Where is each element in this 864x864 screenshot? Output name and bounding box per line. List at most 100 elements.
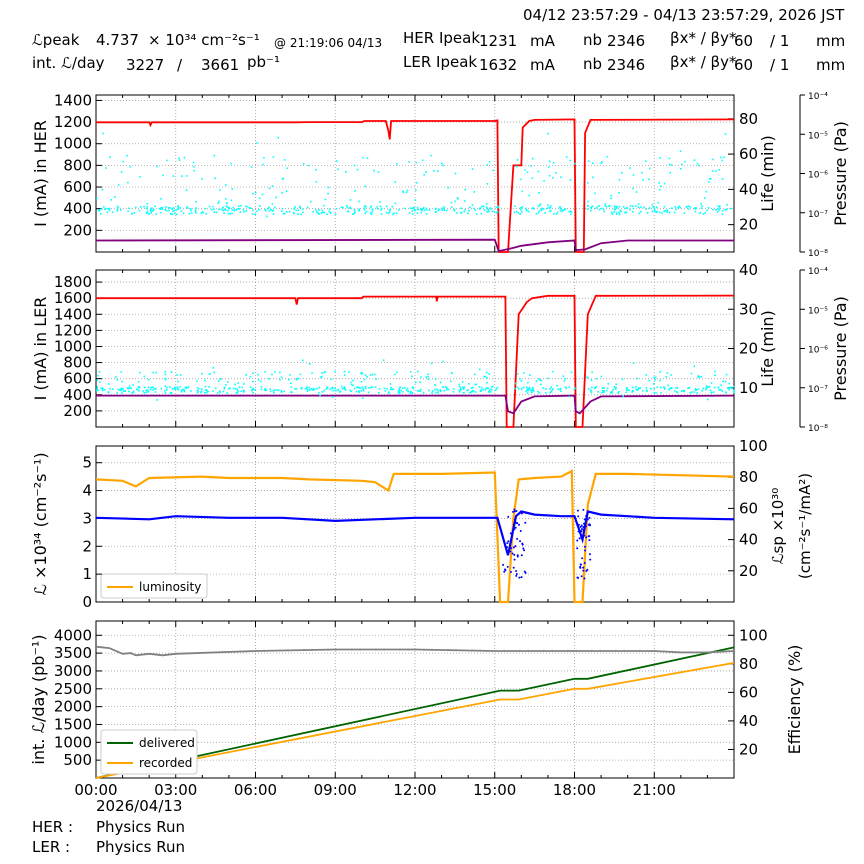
pressure-point: [234, 383, 236, 386]
pressure-point: [142, 390, 144, 392]
specific-point: [520, 576, 523, 579]
pressure-point: [653, 383, 655, 385]
pressure-point: [434, 211, 437, 213]
pressure-point: [728, 388, 731, 391]
pressure-point: [306, 206, 309, 209]
pressure-point: [553, 212, 555, 215]
pressure-point: [494, 389, 497, 392]
pressure-point: [610, 211, 613, 214]
pressure-point: [97, 374, 99, 377]
pressure-point: [245, 205, 247, 208]
pressure-point: [309, 362, 311, 365]
pressure-point: [281, 178, 284, 180]
pressure-point: [252, 209, 254, 212]
pressure-point: [693, 207, 696, 210]
pressure-point: [213, 211, 215, 214]
pressure-point: [476, 213, 478, 215]
y2-tick-label: 20: [739, 340, 758, 358]
pressure-point: [478, 368, 481, 371]
specific-point: [514, 526, 517, 529]
pressure-point: [343, 386, 346, 388]
pressure-point: [180, 175, 183, 177]
pressure-point: [143, 375, 146, 378]
pressure-point: [625, 389, 628, 391]
pressure-tick-label: 10⁻⁸: [808, 249, 828, 259]
pressure-point: [714, 374, 716, 377]
pressure-point: [474, 383, 477, 386]
pressure-point: [569, 210, 572, 213]
pressure-point: [360, 373, 363, 375]
pressure-point: [389, 388, 392, 391]
pressure-point: [222, 390, 225, 393]
pressure-point: [398, 389, 400, 392]
y-tick-label: 4: [82, 482, 92, 500]
pressure-point: [379, 201, 381, 203]
pressure-point: [358, 208, 361, 210]
pressure-point: [658, 181, 661, 184]
pressure-point: [96, 387, 98, 390]
pressure-point: [286, 167, 288, 169]
pressure-point: [285, 211, 288, 213]
pressure-point: [324, 198, 327, 201]
pressure-point: [249, 376, 252, 378]
pressure-tick-label: 10⁻⁷: [808, 385, 828, 395]
pressure-point: [549, 391, 552, 394]
specific-point: [586, 518, 589, 521]
specific-point: [582, 528, 585, 531]
pressure-point: [596, 206, 599, 208]
pressure-point: [654, 379, 656, 381]
pressure-point: [349, 206, 351, 209]
pressure-point: [519, 377, 521, 380]
pressure-point: [606, 155, 609, 158]
pressure-point: [645, 386, 648, 389]
pressure-point: [355, 386, 358, 389]
pressure-point: [120, 171, 123, 173]
pressure-tick-label: 10⁻⁵: [808, 306, 828, 316]
pressure-point: [520, 178, 522, 181]
pressure-point: [326, 386, 328, 389]
y2-tick-label: 60: [739, 145, 758, 163]
pressure-point: [395, 371, 398, 373]
pressure-point: [426, 209, 428, 211]
pressure-point: [185, 189, 188, 191]
pressure-point: [124, 390, 127, 392]
pressure-point: [403, 207, 406, 210]
pressure-point: [540, 383, 542, 386]
pressure-point: [587, 204, 589, 207]
pressure-point: [645, 374, 648, 376]
pressure-point: [327, 192, 329, 195]
y-tick-label: 400: [63, 200, 92, 218]
pressure-point: [668, 163, 671, 166]
pressure-point: [473, 207, 475, 210]
pressure-point: [140, 205, 142, 208]
specific-point: [513, 528, 516, 531]
specific-point: [588, 516, 591, 519]
pressure-point: [601, 387, 604, 389]
pressure-point: [601, 391, 604, 394]
pressure-point: [547, 166, 550, 168]
specific-point: [580, 530, 583, 533]
pressure-point: [271, 185, 274, 187]
pressure-point: [164, 378, 167, 381]
pressure-point: [559, 388, 561, 391]
pressure-point: [666, 211, 669, 213]
pressure-point: [263, 156, 265, 159]
her-ipeak-label: HER Ipeak: [403, 29, 480, 47]
pressure-point: [118, 389, 121, 391]
pressure-point: [205, 213, 208, 215]
pressure-point: [627, 388, 629, 391]
pressure-point: [478, 386, 481, 388]
pressure-point: [482, 205, 485, 208]
pressure-point: [537, 390, 539, 393]
pressure-point: [138, 371, 141, 374]
specific-point: [588, 553, 591, 556]
pressure-point: [388, 391, 390, 393]
pressure-point: [160, 387, 163, 390]
pressure-point: [212, 366, 215, 369]
pressure-point: [419, 381, 422, 384]
specific-point: [513, 510, 516, 513]
pressure-point: [391, 205, 394, 208]
pressure-point: [147, 378, 150, 381]
y2-tick-label: 100: [739, 626, 768, 644]
y2-tick-label: 60: [739, 499, 758, 517]
